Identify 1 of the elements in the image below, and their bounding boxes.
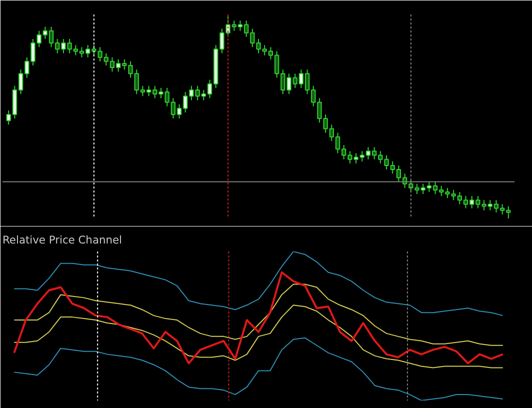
chart-title: Relative Price Channel (2, 234, 122, 246)
